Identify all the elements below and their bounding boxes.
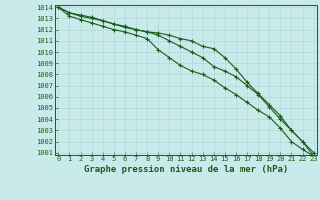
X-axis label: Graphe pression niveau de la mer (hPa): Graphe pression niveau de la mer (hPa) [84,165,288,174]
